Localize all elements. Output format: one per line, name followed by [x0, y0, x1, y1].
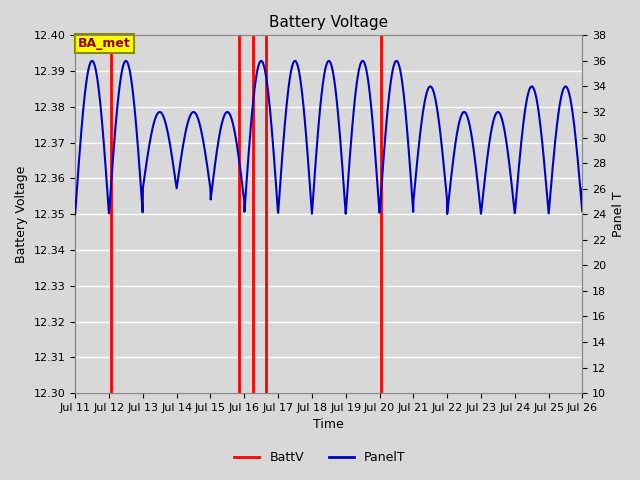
Y-axis label: Panel T: Panel T	[612, 192, 625, 237]
Title: Battery Voltage: Battery Voltage	[269, 15, 388, 30]
Text: BA_met: BA_met	[77, 37, 131, 50]
Legend: BattV, PanelT: BattV, PanelT	[229, 446, 411, 469]
Y-axis label: Battery Voltage: Battery Voltage	[15, 166, 28, 263]
X-axis label: Time: Time	[314, 419, 344, 432]
